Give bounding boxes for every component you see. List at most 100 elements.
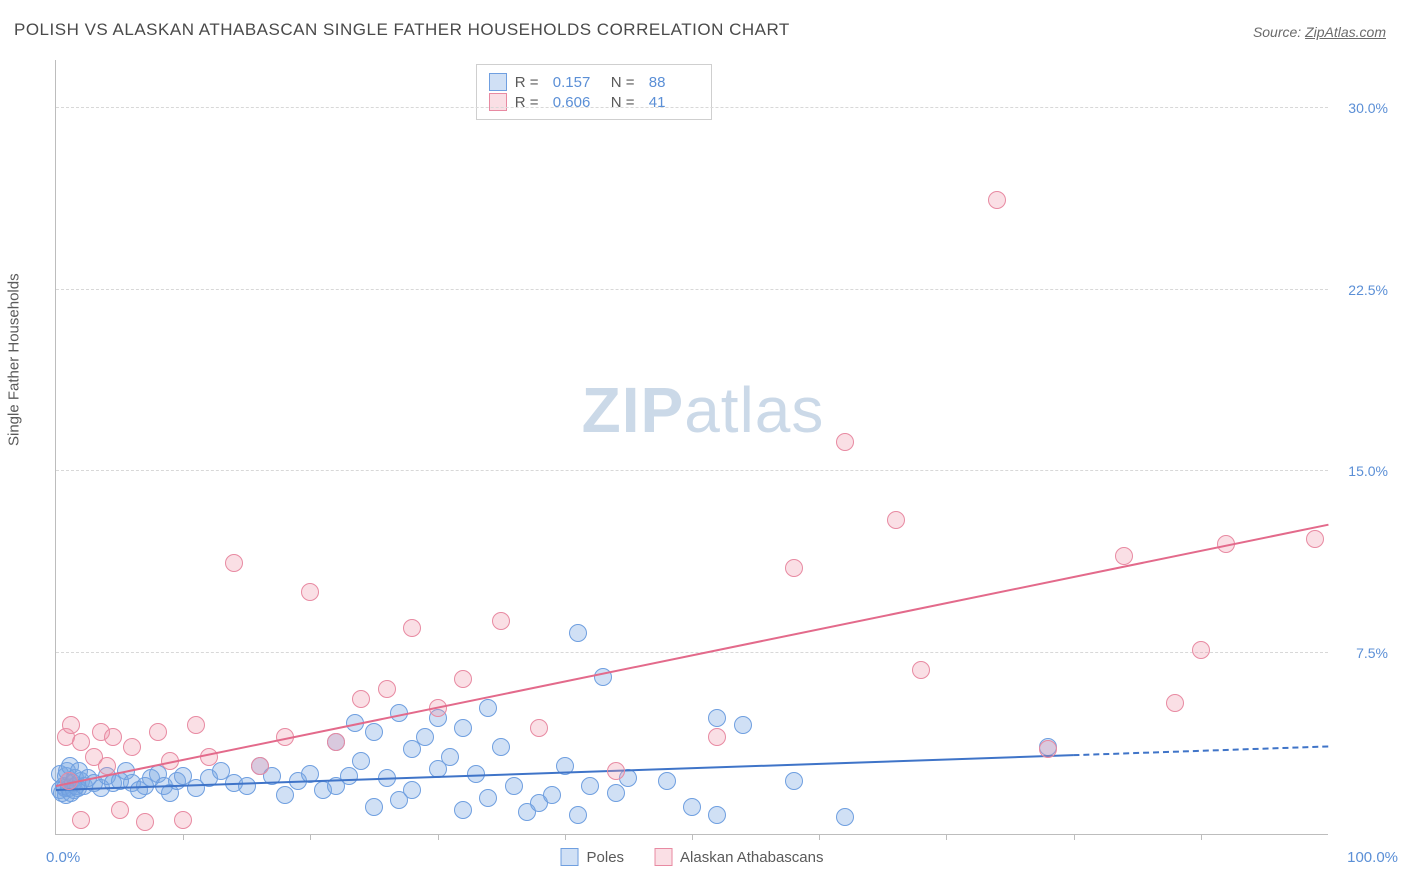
series-label: Poles — [587, 849, 625, 866]
data-point — [708, 709, 726, 727]
data-point — [251, 757, 269, 775]
source-attribution: Source: ZipAtlas.com — [1253, 24, 1386, 40]
series-legend-item: Poles — [561, 848, 625, 866]
data-point — [569, 624, 587, 642]
data-point — [301, 583, 319, 601]
data-point — [225, 554, 243, 572]
data-point — [581, 777, 599, 795]
x-tick — [1201, 834, 1202, 840]
data-point — [530, 719, 548, 737]
data-point — [912, 661, 930, 679]
data-point — [123, 738, 141, 756]
series-label: Alaskan Athabascans — [680, 849, 823, 866]
x-tick — [565, 834, 566, 840]
gridline — [56, 107, 1328, 108]
data-point — [569, 806, 587, 824]
data-point — [658, 772, 676, 790]
data-point — [543, 786, 561, 804]
data-point — [1166, 694, 1184, 712]
gridline — [56, 289, 1328, 290]
data-point — [1306, 530, 1324, 548]
data-point — [708, 728, 726, 746]
chart-title: POLISH VS ALASKAN ATHABASCAN SINGLE FATH… — [14, 20, 790, 40]
y-tick-label: 7.5% — [1333, 645, 1388, 661]
data-point — [734, 716, 752, 734]
data-point — [607, 762, 625, 780]
data-point — [62, 716, 80, 734]
data-point — [72, 733, 90, 751]
data-point — [1115, 547, 1133, 565]
y-tick-label: 22.5% — [1333, 282, 1388, 298]
data-point — [887, 511, 905, 529]
data-point — [454, 801, 472, 819]
data-point — [1192, 641, 1210, 659]
n-value: 88 — [649, 74, 699, 91]
x-tick — [946, 834, 947, 840]
data-point — [403, 619, 421, 637]
data-point — [72, 811, 90, 829]
data-point — [149, 723, 167, 741]
r-label: R = — [515, 74, 545, 91]
data-point — [403, 781, 421, 799]
trend-line — [56, 524, 1328, 785]
gridline — [56, 470, 1328, 471]
data-point — [238, 777, 256, 795]
trend-line — [56, 747, 1328, 791]
legend-swatch — [561, 848, 579, 866]
data-point — [988, 191, 1006, 209]
x-tick — [310, 834, 311, 840]
data-point — [479, 699, 497, 717]
data-point — [479, 789, 497, 807]
x-tick — [692, 834, 693, 840]
stats-legend-row: R = 0.157 N = 88 — [489, 73, 699, 91]
data-point — [785, 772, 803, 790]
data-point — [365, 798, 383, 816]
data-point — [136, 813, 154, 831]
x-axis-max-label: 100.0% — [1347, 849, 1398, 866]
source-link[interactable]: ZipAtlas.com — [1305, 24, 1386, 40]
y-tick-label: 15.0% — [1333, 463, 1388, 479]
data-point — [492, 612, 510, 630]
x-tick — [183, 834, 184, 840]
data-point — [416, 728, 434, 746]
data-point — [607, 784, 625, 802]
data-point — [174, 811, 192, 829]
data-point — [1039, 740, 1057, 758]
data-point — [378, 680, 396, 698]
x-tick — [1074, 834, 1075, 840]
data-point — [441, 748, 459, 766]
series-legend: Poles Alaskan Athabascans — [561, 848, 824, 866]
n-label: N = — [611, 74, 641, 91]
data-point — [352, 752, 370, 770]
legend-swatch — [489, 73, 507, 91]
data-point — [327, 733, 345, 751]
data-point — [454, 670, 472, 688]
data-point — [340, 767, 358, 785]
data-point — [683, 798, 701, 816]
data-point — [187, 716, 205, 734]
gridline — [56, 652, 1328, 653]
scatter-chart: 0.0% 100.0% PolesAlaskan Athabascans R =… — [55, 60, 1328, 835]
data-point — [836, 808, 854, 826]
data-point — [505, 777, 523, 795]
y-tick-label: 30.0% — [1333, 100, 1388, 116]
data-point — [104, 728, 122, 746]
data-point — [708, 806, 726, 824]
data-point — [785, 559, 803, 577]
data-point — [492, 738, 510, 756]
series-legend-item: Alaskan Athabascans — [654, 848, 823, 866]
data-point — [111, 801, 129, 819]
data-point — [365, 723, 383, 741]
x-tick — [438, 834, 439, 840]
data-point — [454, 719, 472, 737]
legend-swatch — [654, 848, 672, 866]
x-axis-min-label: 0.0% — [46, 849, 80, 866]
source-prefix: Source: — [1253, 24, 1305, 40]
y-axis-label: Single Father Households — [6, 273, 23, 446]
data-point — [352, 690, 370, 708]
x-tick — [819, 834, 820, 840]
data-point — [836, 433, 854, 451]
r-value: 0.157 — [553, 74, 603, 91]
stats-legend: R =0.157N =88R =0.606N =41 — [476, 64, 712, 120]
data-point — [276, 786, 294, 804]
